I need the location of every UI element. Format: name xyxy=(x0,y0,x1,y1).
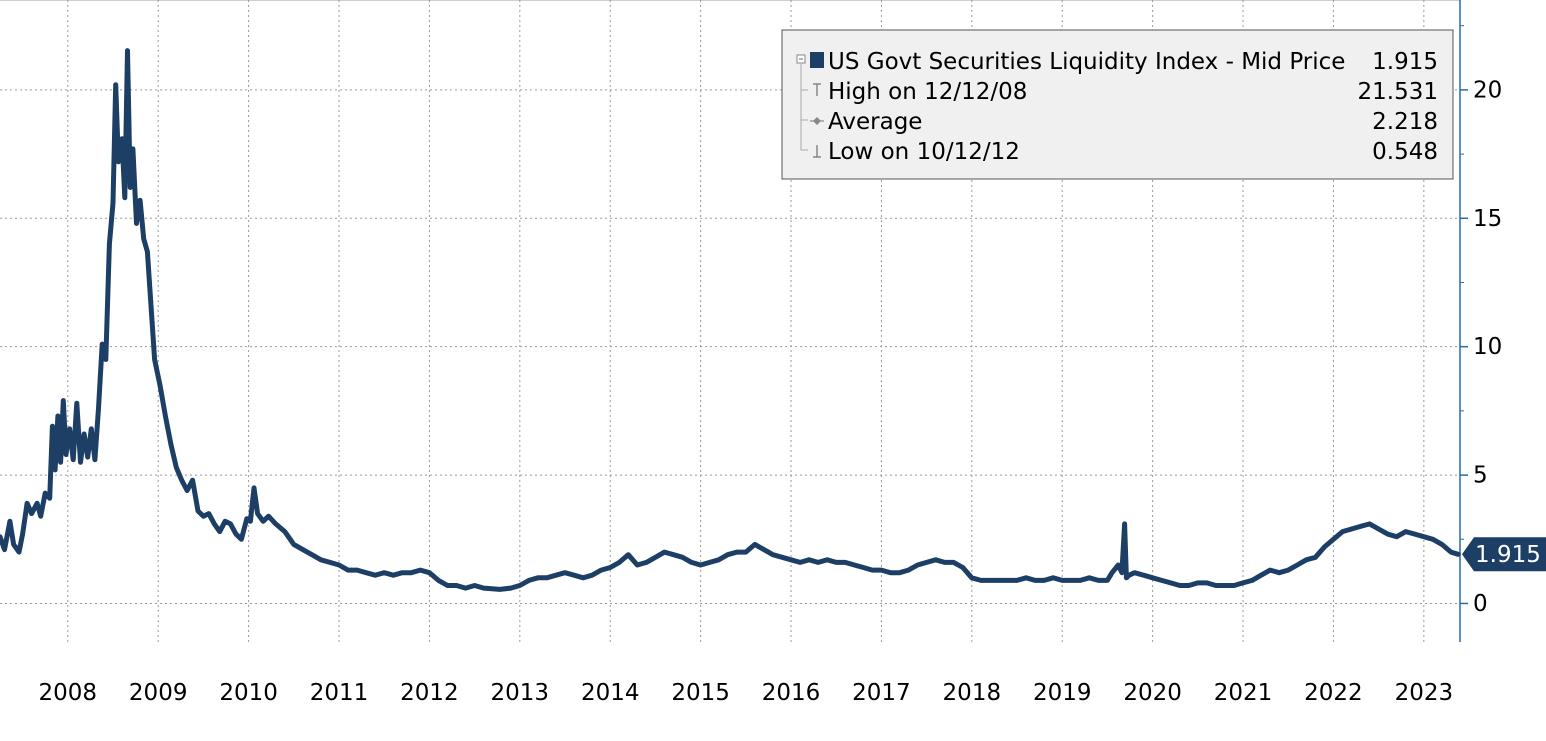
average-marker-icon xyxy=(810,117,824,125)
legend-series-value: 1.915 xyxy=(1372,49,1438,75)
legend-high-value: 21.531 xyxy=(1358,79,1438,105)
x-tick-label: 2015 xyxy=(671,680,730,706)
x-tick-label: 2012 xyxy=(400,680,459,706)
y-tick-label: 20 xyxy=(1473,77,1502,103)
last-value-tag: 1.915 xyxy=(1462,537,1546,572)
legend-series-swatch xyxy=(810,52,824,68)
legend: US Govt Securities Liquidity Index - Mid… xyxy=(781,29,1454,180)
x-tick-label: 2023 xyxy=(1395,680,1454,706)
x-tick-label: 2008 xyxy=(39,680,98,706)
grid-lines xyxy=(0,0,1460,642)
x-tick-label: 2011 xyxy=(310,680,369,706)
legend-average-label: Average xyxy=(828,109,922,135)
y-tick-label: 5 xyxy=(1473,463,1488,489)
x-axis: 2008 2009 2010 2011 2012 2013 2014 2015 2016 2017… xyxy=(39,680,1454,706)
x-tick-label: 2013 xyxy=(491,680,550,706)
x-tick-label: 2020 xyxy=(1123,680,1182,706)
last-value-tag-background xyxy=(1462,537,1546,572)
legend-tree-lines xyxy=(800,64,808,151)
legend-box xyxy=(781,29,1454,180)
x-tick-label: 2009 xyxy=(129,680,188,706)
low-marker-icon xyxy=(813,145,821,158)
legend-high-label: High on 12/12/08 xyxy=(828,79,1027,105)
x-tick-label: 2010 xyxy=(219,680,278,706)
x-tick-label: 2014 xyxy=(581,680,640,706)
series-group xyxy=(0,48,1461,592)
x-tick-label: 2021 xyxy=(1214,680,1273,706)
x-tick-label: 2022 xyxy=(1304,680,1363,706)
x-tick-label: 2019 xyxy=(1033,680,1092,706)
series-line xyxy=(0,48,1461,592)
x-tick-label: 2018 xyxy=(943,680,1002,706)
high-marker-icon xyxy=(813,83,821,96)
y-tick-label: 15 xyxy=(1473,206,1502,232)
y-tick-label: 10 xyxy=(1473,334,1502,360)
legend-collapse-icon[interactable] xyxy=(796,54,806,64)
legend-low-label: Low on 10/12/12 xyxy=(828,139,1020,165)
x-tick-label: 2016 xyxy=(762,680,821,706)
legend-series-name: US Govt Securities Liquidity Index - Mid… xyxy=(828,49,1345,75)
last-value-label: 1.915 xyxy=(1475,542,1541,568)
y-tick-label: 0 xyxy=(1473,591,1488,617)
y-axis: 0 5 10 15 20 xyxy=(1459,0,1502,642)
legend-low-value: 0.548 xyxy=(1372,139,1438,165)
legend-average-value: 2.218 xyxy=(1372,109,1438,135)
x-tick-label: 2017 xyxy=(852,680,911,706)
